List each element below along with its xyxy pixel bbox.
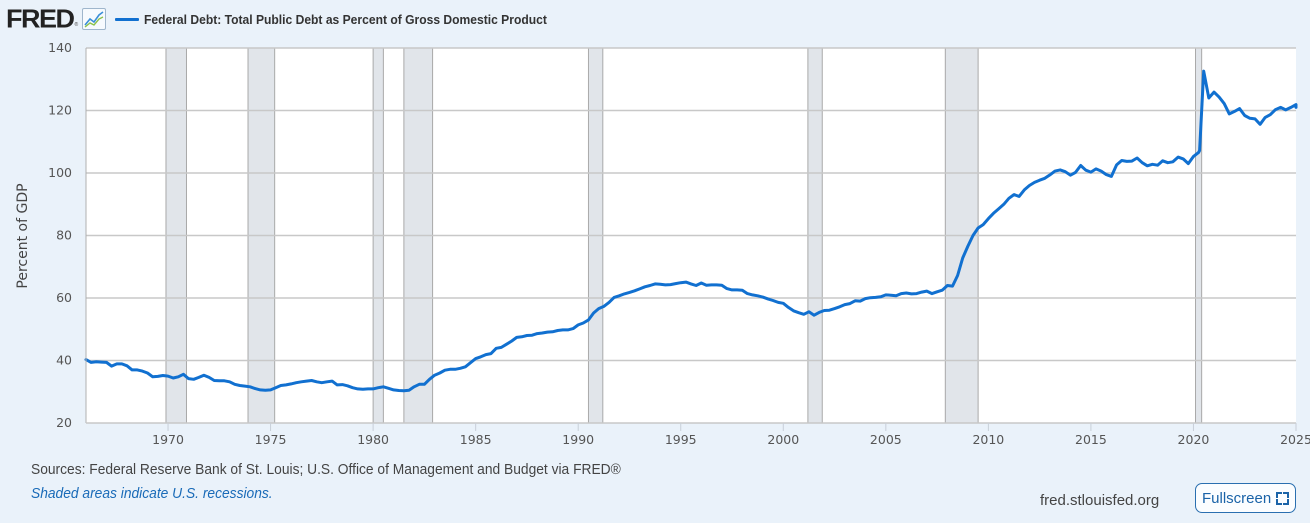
x-tick-label: 1970 bbox=[152, 432, 184, 447]
chart-header: FRED ® Federal Debt: Total Public Debt a… bbox=[6, 4, 577, 34]
line-chart-icon bbox=[82, 8, 107, 30]
expand-icon bbox=[1276, 491, 1289, 505]
fullscreen-button[interactable]: Fullscreen bbox=[1195, 483, 1296, 513]
x-tick-label: 2010 bbox=[972, 432, 1004, 447]
x-tick-label: 2015 bbox=[1075, 432, 1107, 447]
fred-logo[interactable]: FRED bbox=[6, 4, 75, 33]
x-tick-label: 2000 bbox=[767, 432, 799, 447]
line-chart[interactable]: 20 40 60 80 100 120 140 1970 1975 1980 1985 1990 199… bbox=[0, 0, 1310, 460]
y-tick-label: 60 bbox=[56, 290, 72, 305]
x-tick-label: 2020 bbox=[1178, 432, 1210, 447]
x-tick-label: 2025 bbox=[1280, 432, 1310, 447]
site-url[interactable]: fred.stlouisfed.org bbox=[1040, 492, 1160, 509]
sources-text: Sources: Federal Reserve Bank of St. Lou… bbox=[31, 461, 621, 478]
registered-mark: ® bbox=[74, 22, 79, 28]
y-tick-label: 100 bbox=[48, 165, 72, 180]
x-tick-label: 1995 bbox=[665, 432, 697, 447]
legend-label: Federal Debt: Total Public Debt as Perce… bbox=[144, 11, 548, 27]
x-tick-label: 1975 bbox=[255, 432, 287, 447]
y-tick-label: 80 bbox=[56, 228, 72, 243]
x-tick-label: 2005 bbox=[870, 432, 902, 447]
y-tick-label: 140 bbox=[48, 40, 72, 55]
legend-swatch bbox=[115, 17, 140, 21]
x-tick-label: 1980 bbox=[357, 432, 389, 447]
legend-item[interactable]: Federal Debt: Total Public Debt as Perce… bbox=[115, 12, 577, 27]
y-tick-label: 40 bbox=[56, 353, 72, 368]
recession-note: Shaded areas indicate U.S. recessions. bbox=[31, 485, 273, 502]
y-tick-label: 120 bbox=[48, 103, 72, 118]
x-tick-label: 1990 bbox=[562, 432, 594, 447]
series-line[interactable] bbox=[84, 69, 1298, 393]
y-axis-label: Percent of GDP bbox=[15, 183, 31, 288]
x-tick-label: 1985 bbox=[460, 432, 492, 447]
y-tick-label: 20 bbox=[56, 415, 72, 430]
fullscreen-label: Fullscreen bbox=[1202, 489, 1272, 507]
